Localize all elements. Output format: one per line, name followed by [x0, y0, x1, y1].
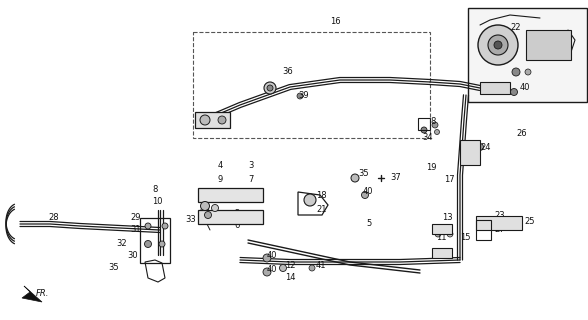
Text: 12: 12 [285, 260, 296, 269]
Text: 37: 37 [390, 173, 401, 182]
Text: 16: 16 [330, 18, 340, 27]
Circle shape [145, 223, 151, 229]
Circle shape [512, 68, 520, 76]
Circle shape [264, 82, 276, 94]
Text: 7: 7 [248, 174, 253, 183]
Circle shape [525, 69, 531, 75]
Bar [476, 220, 491, 240]
Circle shape [476, 143, 483, 150]
Text: 40: 40 [200, 205, 211, 214]
Circle shape [218, 116, 226, 124]
Circle shape [162, 223, 168, 229]
Text: 11: 11 [436, 234, 446, 243]
Text: 9: 9 [218, 174, 223, 183]
Bar [480, 82, 510, 94]
Circle shape [494, 41, 502, 49]
Text: 36: 36 [282, 68, 293, 76]
Text: 17: 17 [444, 175, 455, 185]
Text: 14: 14 [285, 274, 296, 283]
Text: 31: 31 [130, 226, 141, 235]
Circle shape [447, 231, 453, 237]
Circle shape [304, 194, 316, 206]
Text: 32: 32 [116, 239, 126, 249]
Text: 4: 4 [218, 162, 223, 171]
Circle shape [201, 202, 209, 211]
Circle shape [351, 174, 359, 182]
Bar [195, 112, 230, 128]
Circle shape [510, 89, 517, 95]
Circle shape [279, 265, 286, 271]
Circle shape [267, 85, 273, 91]
Text: 5: 5 [366, 220, 371, 228]
Bar [476, 216, 522, 230]
Text: 6: 6 [234, 220, 239, 229]
Circle shape [478, 25, 518, 65]
Bar [432, 248, 452, 258]
Text: 28: 28 [48, 213, 59, 222]
Bar [193, 32, 430, 138]
Text: 8: 8 [152, 186, 158, 195]
Text: 24: 24 [480, 143, 490, 153]
Circle shape [466, 143, 474, 151]
Text: 26: 26 [516, 129, 527, 138]
Text: 3: 3 [248, 162, 253, 171]
Text: 20: 20 [213, 193, 223, 202]
Circle shape [263, 268, 271, 276]
Circle shape [488, 35, 508, 55]
Text: 25: 25 [524, 218, 534, 227]
Text: 18: 18 [316, 190, 326, 199]
Circle shape [212, 204, 219, 212]
Bar [468, 8, 587, 102]
Bar [418, 118, 430, 130]
Circle shape [205, 212, 212, 219]
Text: 40: 40 [520, 84, 530, 92]
Text: 23: 23 [494, 212, 505, 220]
Circle shape [362, 191, 369, 198]
Text: 34: 34 [422, 132, 433, 141]
Circle shape [297, 93, 303, 99]
Text: 22: 22 [510, 23, 520, 33]
Text: 13: 13 [442, 213, 453, 222]
Text: 35: 35 [358, 170, 369, 179]
Circle shape [432, 122, 438, 128]
Bar [526, 30, 571, 60]
Text: FR.: FR. [36, 290, 49, 299]
Bar [432, 224, 452, 234]
Text: 10: 10 [152, 197, 162, 206]
Text: 2: 2 [234, 209, 239, 218]
Circle shape [159, 241, 165, 247]
Text: 35: 35 [108, 263, 119, 273]
Polygon shape [22, 286, 42, 302]
Bar [140, 218, 170, 263]
Text: 29: 29 [130, 213, 141, 222]
Circle shape [421, 127, 427, 133]
Circle shape [309, 265, 315, 271]
Bar [198, 210, 263, 224]
Text: 21: 21 [316, 205, 326, 214]
Text: 40: 40 [267, 251, 278, 260]
Text: 19: 19 [426, 164, 436, 172]
Text: 15: 15 [460, 234, 470, 243]
Text: 41: 41 [316, 260, 326, 269]
Text: 33: 33 [185, 215, 196, 225]
Circle shape [263, 254, 271, 262]
Circle shape [435, 130, 439, 134]
Circle shape [200, 115, 210, 125]
Circle shape [145, 241, 152, 247]
Text: 30: 30 [127, 252, 138, 260]
Text: 39: 39 [298, 91, 309, 100]
Bar [198, 188, 263, 202]
Circle shape [435, 231, 441, 237]
Text: 27: 27 [494, 226, 505, 235]
Text: 8: 8 [430, 117, 435, 126]
Bar [460, 140, 480, 165]
Text: 40: 40 [267, 266, 278, 275]
Text: 13: 13 [442, 252, 453, 260]
Text: 40: 40 [363, 188, 373, 196]
